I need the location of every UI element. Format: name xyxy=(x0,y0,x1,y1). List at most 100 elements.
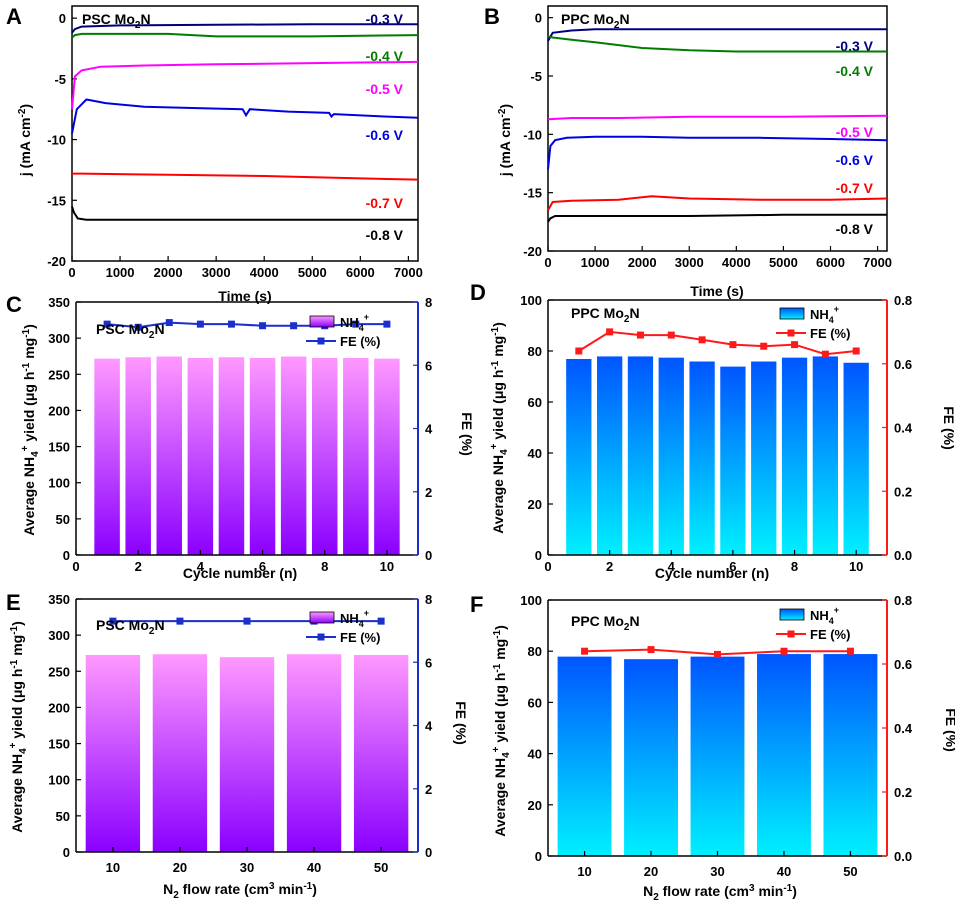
x-tick-label: 50 xyxy=(374,860,388,875)
fe-point xyxy=(667,331,675,339)
bar xyxy=(565,358,593,556)
legend-swatch-point xyxy=(787,630,795,638)
x-tick-label: 1000 xyxy=(106,265,135,280)
y2-tick-label: 0 xyxy=(425,548,432,563)
x-tick-label: 8 xyxy=(321,559,328,574)
y-tick-label: 0 xyxy=(63,548,70,563)
legend-swatch-bar xyxy=(309,315,335,328)
y2-tick-label: 0.6 xyxy=(894,357,912,372)
bar xyxy=(219,656,275,853)
bar xyxy=(218,356,245,556)
y-tick-label: 250 xyxy=(48,664,70,679)
series-line xyxy=(72,172,419,181)
bar xyxy=(627,355,654,556)
panel-label-a: A xyxy=(6,4,22,29)
panel-label-e: E xyxy=(6,590,21,615)
y-tick-label: -15 xyxy=(47,193,66,208)
x-tick-label: 50 xyxy=(843,864,857,879)
y2-tick-label: 8 xyxy=(425,592,432,607)
fe-point xyxy=(729,341,737,349)
legend-swatch-point xyxy=(787,329,795,337)
legend-nh: NH xyxy=(340,315,359,330)
x-tick-label: 0 xyxy=(544,255,551,270)
fe-point xyxy=(821,350,829,358)
series-label: -0.4 V xyxy=(366,48,404,64)
bar xyxy=(311,357,339,556)
fe-line xyxy=(106,321,387,329)
series-line xyxy=(71,32,419,39)
x-tick-label: 4000 xyxy=(250,265,279,280)
series-label: -0.6 V xyxy=(366,127,404,143)
panel-b: B 0 1000 2000 3000 4000 5000 6000 7000 0 -5 -10 -15… xyxy=(484,4,892,299)
fe-point xyxy=(165,319,173,327)
y-tick-label: -20 xyxy=(523,244,542,259)
x-tick-label: 7000 xyxy=(863,255,892,270)
y2-axis-label: FE (%) xyxy=(453,701,469,745)
y-tick-label: -5 xyxy=(530,69,542,84)
bar xyxy=(756,653,812,857)
series-line xyxy=(547,195,888,211)
y2-tick-label: 0.0 xyxy=(894,548,912,563)
y-tick-label: 350 xyxy=(48,295,70,310)
panel-title: PPC Mo2N xyxy=(571,305,640,325)
series-line xyxy=(71,23,418,34)
y-tick-label: 80 xyxy=(528,344,542,359)
x-tick-label: 3000 xyxy=(202,265,231,280)
x-tick-label: 30 xyxy=(710,864,724,879)
series-line xyxy=(71,60,419,110)
fe-point xyxy=(852,347,860,355)
bar xyxy=(187,357,214,556)
fe-point xyxy=(698,336,706,344)
legend-sub: 4 xyxy=(359,323,364,333)
fe-point xyxy=(714,650,721,658)
bar xyxy=(280,355,307,556)
fe-point xyxy=(581,647,589,655)
x-tick-label: 2 xyxy=(135,559,142,574)
x-axis-label: Time (s) xyxy=(218,288,271,304)
y-axis-label: Average NH4+ yield (μg h-1 mg-1) xyxy=(489,322,510,534)
x-tick-label: 1000 xyxy=(581,255,610,270)
y-tick-label: 200 xyxy=(48,403,70,418)
fe-point xyxy=(134,323,142,331)
y-tick-label: 50 xyxy=(56,809,70,824)
panel-label-b: B xyxy=(484,4,500,29)
y-tick-label: -15 xyxy=(523,186,542,201)
x-tick-label: 10 xyxy=(577,864,591,879)
bar xyxy=(93,358,121,556)
y-tick-label: 100 xyxy=(48,773,70,788)
fe-point xyxy=(176,617,184,625)
bar xyxy=(373,358,401,556)
y-tick-label: 40 xyxy=(528,446,542,461)
legend-label-fe: FE (%) xyxy=(340,630,380,645)
y2-tick-label: 0.8 xyxy=(894,593,912,608)
x-axis-label: Cycle number (n) xyxy=(655,565,769,581)
plot-frame xyxy=(547,5,888,252)
y-tick-label: 100 xyxy=(48,476,70,491)
y-axis-label: Average NH4+ yield (μg h-1 mg-1) xyxy=(20,324,41,536)
panel-title: PPC Mo2N xyxy=(561,11,630,31)
legend-label-nh4: NH4+ xyxy=(340,312,369,333)
x-axis-label: N2 flow rate (cm3 min-1) xyxy=(163,881,317,901)
x-tick-label: 7000 xyxy=(394,265,423,280)
fe-point xyxy=(103,320,111,328)
fe-point xyxy=(575,347,583,355)
series-label: -0.4 V xyxy=(836,63,874,79)
fe-point xyxy=(606,328,614,336)
y-tick-label: 20 xyxy=(528,497,542,512)
x-tick-label: 5000 xyxy=(298,265,327,280)
bar xyxy=(623,658,679,857)
y-axis-label: Average NH4+ yield (μg h-1 mg-1) xyxy=(8,621,29,833)
fe-point xyxy=(760,342,768,350)
bar xyxy=(689,656,746,857)
bar xyxy=(85,654,141,853)
series-line xyxy=(71,98,419,134)
y-tick-label: 200 xyxy=(48,700,70,715)
y2-tick-label: 6 xyxy=(425,358,432,373)
x-tick-label: 20 xyxy=(644,864,658,879)
fe-point xyxy=(259,322,267,330)
legend-sup: + xyxy=(834,304,839,314)
series-label: -0.8 V xyxy=(836,221,874,237)
panel-a: A 0 1000 2000 3000 4000 5000 6000 7000 0 -5 -10 -15… xyxy=(6,4,423,304)
